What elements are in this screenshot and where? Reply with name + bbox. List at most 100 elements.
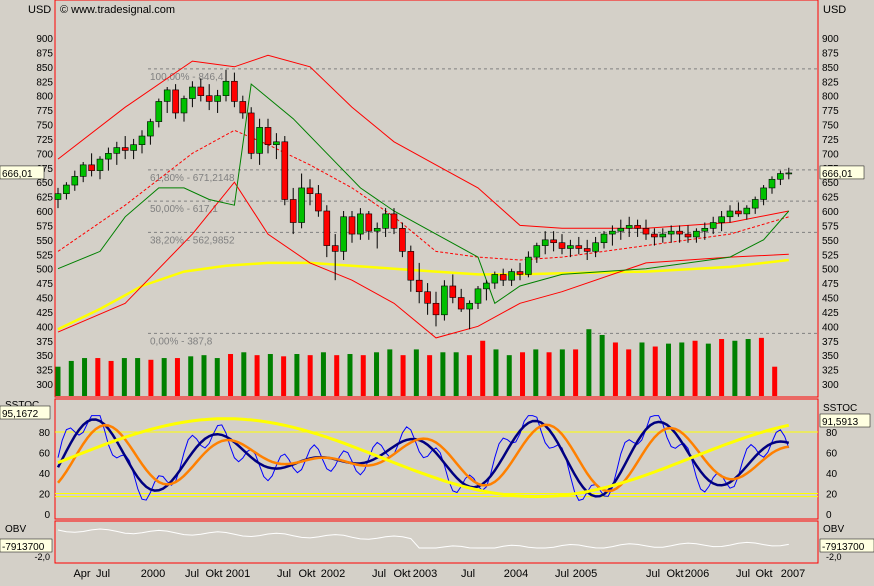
x-axis-label: Jul [277, 568, 291, 580]
candle-body [583, 248, 591, 252]
x-axis-label: 2004 [504, 568, 528, 580]
x-axis-label: Okt [666, 568, 683, 580]
volume-bar [374, 352, 380, 396]
volume-bar [533, 349, 539, 396]
candle-body [373, 228, 381, 232]
volume-bar [148, 359, 154, 396]
sstoc-value-right-box [819, 413, 871, 428]
candle-body [63, 184, 70, 195]
volume-bar [254, 355, 260, 396]
price-ytick-right: 550 [822, 236, 839, 247]
obv-value-left: -7913700 [2, 542, 45, 553]
candle-body [256, 127, 263, 154]
candle-body [701, 228, 709, 232]
x-axis-label: 2007 [781, 568, 805, 580]
volume-bar [320, 352, 326, 396]
last-price-right-box [819, 165, 865, 180]
price-ytick-left: 650 [36, 178, 53, 189]
volume-bar [679, 342, 685, 396]
x-axis-label: Jul [372, 568, 386, 580]
candle-body [508, 271, 515, 281]
price-ytick-left: 675 [36, 164, 53, 175]
obv-value-right-box [819, 538, 874, 553]
volume-bar [121, 358, 127, 396]
price-ytick-right: 825 [822, 77, 839, 88]
volume-bar [745, 339, 751, 396]
candle-body [432, 302, 440, 316]
candle-body [441, 285, 448, 316]
price-ytick-right: 375 [822, 337, 839, 348]
price-ytick-left: 825 [36, 77, 53, 88]
sstoc-value-left-box [0, 405, 51, 420]
candle-body [667, 230, 675, 235]
x-axis-label: 2002 [321, 568, 345, 580]
keltner-line [57, 83, 790, 305]
volume-bar [267, 354, 273, 396]
volume-bar [135, 358, 141, 396]
volume-bar [732, 340, 738, 396]
price-ytick-left: 700 [36, 149, 53, 160]
last-price-left: 666,01 [2, 169, 33, 180]
candle-body [760, 187, 767, 200]
candle-body [189, 86, 196, 99]
candle-body [525, 256, 532, 275]
fib-level-label: 61,80% - 671,2148 [150, 173, 235, 184]
candle-body [735, 210, 742, 215]
sstoc-slow-line [57, 417, 790, 499]
candle-body [600, 233, 608, 244]
volume-bar [719, 339, 725, 396]
price-ytick-left: 750 [36, 121, 53, 132]
price-ytick-left: 375 [36, 337, 53, 348]
price-ytick-right: 625 [822, 193, 839, 204]
candle-body [625, 225, 633, 229]
candle-body [609, 230, 616, 235]
candle-body [306, 187, 314, 195]
volume-bar [400, 355, 406, 396]
candle-body [382, 213, 389, 229]
price-ytick-right: 750 [822, 121, 839, 132]
price-ytick-right: 875 [822, 48, 839, 59]
sstoc-ytick-left: 0 [44, 510, 50, 521]
last-price-left-box [0, 165, 45, 180]
volume-bar [626, 349, 632, 396]
volume-bar [188, 356, 194, 396]
fib-level-label: 38,20% - 562,9852 [150, 235, 235, 246]
candle-body [298, 187, 305, 223]
sstoc-ytick-right: 40 [826, 469, 838, 480]
obv-panel [54, 520, 819, 564]
candle-body [516, 271, 524, 275]
volume-bar [440, 352, 446, 396]
volume-bar [666, 343, 672, 396]
obv-ytick: -2,0 [34, 552, 50, 562]
volume-bar [334, 355, 340, 396]
copyright-text: © www.tradesignal.com [60, 4, 175, 16]
candle-body [88, 164, 95, 171]
candle-body [558, 242, 566, 249]
candle-body [96, 158, 104, 171]
candle-body [407, 251, 415, 281]
volume-bar [772, 366, 778, 396]
price-ytick-left: 500 [36, 265, 53, 276]
sstoc-ytick-right: 60 [826, 449, 838, 460]
sstoc-ytick-right: 80 [826, 428, 838, 439]
candle-body [231, 80, 238, 102]
candle-body [399, 228, 406, 252]
candle-body [449, 285, 457, 298]
volume-bar [174, 358, 180, 396]
volume-bar [387, 349, 393, 396]
candle-body [642, 228, 650, 235]
candle-body [264, 127, 272, 145]
candle-body [726, 210, 734, 218]
candle-body [483, 282, 490, 290]
price-ytick-left: 625 [36, 193, 53, 204]
x-axis-label: 2005 [573, 568, 597, 580]
candle-body [197, 86, 205, 96]
candle-body [634, 225, 641, 229]
volume-bar [347, 354, 353, 396]
volume-bar [480, 340, 486, 396]
price-ytick-right: 450 [822, 294, 839, 305]
volume-bar [599, 334, 605, 396]
candle-body [567, 245, 574, 249]
candle-body [113, 147, 121, 154]
